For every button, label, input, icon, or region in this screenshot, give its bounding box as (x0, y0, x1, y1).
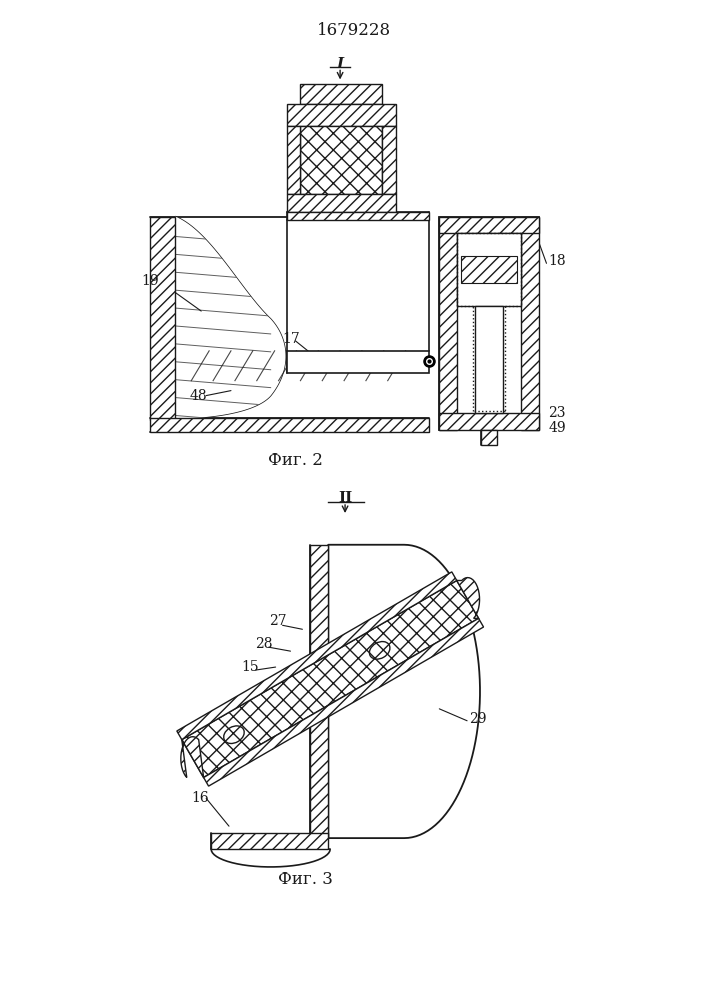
Polygon shape (286, 126, 300, 194)
Polygon shape (439, 217, 539, 233)
Text: 1679228: 1679228 (317, 22, 391, 39)
Polygon shape (300, 84, 382, 104)
Polygon shape (461, 256, 517, 283)
Polygon shape (520, 217, 539, 430)
Text: 49: 49 (549, 421, 566, 435)
Text: 15: 15 (241, 660, 259, 674)
Ellipse shape (370, 642, 390, 659)
Polygon shape (150, 217, 175, 420)
Text: I: I (337, 57, 344, 71)
Polygon shape (177, 572, 457, 740)
Text: 17: 17 (283, 332, 300, 346)
Polygon shape (300, 126, 382, 194)
Text: 48: 48 (189, 389, 207, 403)
Polygon shape (150, 418, 429, 432)
Polygon shape (439, 217, 539, 430)
Text: Фиг. 3: Фиг. 3 (278, 871, 333, 888)
Text: 29: 29 (469, 712, 486, 726)
Polygon shape (286, 194, 396, 212)
Polygon shape (457, 233, 520, 306)
Polygon shape (475, 306, 503, 413)
Polygon shape (181, 737, 204, 778)
Polygon shape (286, 104, 396, 126)
Polygon shape (286, 351, 429, 373)
Polygon shape (481, 430, 497, 445)
Polygon shape (175, 217, 286, 418)
Ellipse shape (223, 726, 244, 743)
Polygon shape (182, 580, 479, 778)
Text: 27: 27 (269, 614, 286, 628)
Polygon shape (310, 545, 328, 838)
Polygon shape (286, 212, 429, 220)
Polygon shape (439, 217, 457, 430)
Polygon shape (211, 833, 328, 849)
Polygon shape (382, 126, 396, 194)
Text: 19: 19 (141, 274, 159, 288)
Text: Фиг. 2: Фиг. 2 (268, 452, 323, 469)
Text: II: II (338, 491, 352, 505)
Polygon shape (204, 618, 484, 786)
Text: 28: 28 (255, 637, 272, 651)
Text: 23: 23 (549, 406, 566, 420)
Polygon shape (439, 413, 539, 430)
Text: 16: 16 (192, 791, 209, 805)
Polygon shape (457, 578, 479, 618)
Text: 18: 18 (549, 254, 566, 268)
